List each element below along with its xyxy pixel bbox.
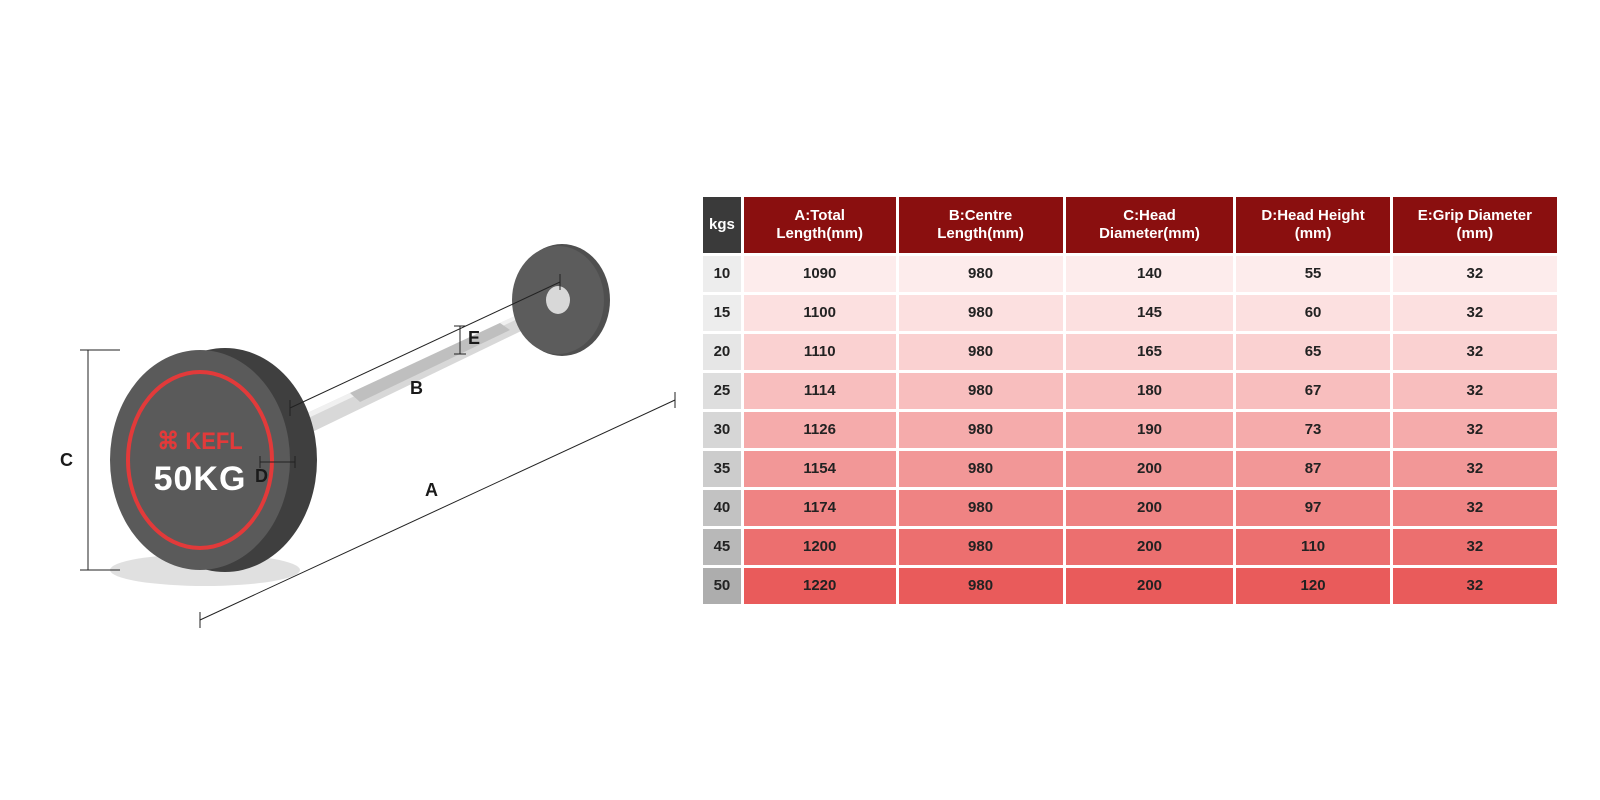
table-cell: 32 bbox=[1393, 412, 1557, 448]
table-cell: 180 bbox=[1066, 373, 1234, 409]
table-header-cell: E:Grip Diameter (mm) bbox=[1393, 197, 1557, 253]
dim-label-d: D bbox=[255, 466, 268, 487]
table-cell: 980 bbox=[899, 256, 1063, 292]
table-cell: 1126 bbox=[744, 412, 896, 448]
table-cell: 40 bbox=[703, 490, 741, 526]
table-cell: 15 bbox=[703, 295, 741, 331]
dim-label-b: B bbox=[410, 378, 423, 399]
table-cell: 73 bbox=[1236, 412, 1389, 448]
table-cell: 32 bbox=[1393, 334, 1557, 370]
table-cell: 980 bbox=[899, 568, 1063, 604]
table-header-cell: B:Centre Length(mm) bbox=[899, 197, 1063, 253]
table-cell: 200 bbox=[1066, 490, 1234, 526]
table-cell: 25 bbox=[703, 373, 741, 409]
table-cell: 980 bbox=[899, 373, 1063, 409]
table-cell: 145 bbox=[1066, 295, 1234, 331]
table-cell: 32 bbox=[1393, 529, 1557, 565]
dim-label-a: A bbox=[425, 480, 438, 501]
table-cell: 97 bbox=[1236, 490, 1389, 526]
dim-label-e: E bbox=[468, 328, 480, 349]
table-cell: 1114 bbox=[744, 373, 896, 409]
table-header-cell: D:Head Height (mm) bbox=[1236, 197, 1389, 253]
table-cell: 200 bbox=[1066, 568, 1234, 604]
svg-text:50KG: 50KG bbox=[154, 460, 247, 498]
table-cell: 32 bbox=[1393, 295, 1557, 331]
dim-label-c: C bbox=[60, 450, 73, 471]
table-cell: 30 bbox=[703, 412, 741, 448]
table-cell: 1154 bbox=[744, 451, 896, 487]
table-cell: 35 bbox=[703, 451, 741, 487]
table-cell: 67 bbox=[1236, 373, 1389, 409]
table-cell: 60 bbox=[1236, 295, 1389, 331]
table-cell: 55 bbox=[1236, 256, 1389, 292]
table-cell: 140 bbox=[1066, 256, 1234, 292]
table-header-cell: kgs bbox=[703, 197, 741, 253]
barbell-svg: ⌘ KEFL 50KG bbox=[30, 150, 690, 650]
table-header-cell: A:Total Length(mm) bbox=[744, 197, 896, 253]
table-cell: 200 bbox=[1066, 451, 1234, 487]
table-cell: 45 bbox=[703, 529, 741, 565]
table-cell: 32 bbox=[1393, 373, 1557, 409]
table-header-cell: C:Head Diameter(mm) bbox=[1066, 197, 1234, 253]
table-cell: 32 bbox=[1393, 451, 1557, 487]
svg-text:⌘ KEFL: ⌘ KEFL bbox=[157, 427, 242, 454]
table-cell: 200 bbox=[1066, 529, 1234, 565]
table-row: 45120098020011032 bbox=[703, 529, 1557, 565]
table-header-row: kgsA:Total Length(mm)B:Centre Length(mm)… bbox=[703, 197, 1557, 253]
table-cell: 1174 bbox=[744, 490, 896, 526]
table-cell: 1090 bbox=[744, 256, 896, 292]
table-cell: 120 bbox=[1236, 568, 1389, 604]
table-cell: 50 bbox=[703, 568, 741, 604]
barbell-diagram: ⌘ KEFL 50KG A B C D bbox=[30, 150, 690, 650]
table-cell: 1100 bbox=[744, 295, 896, 331]
table-cell: 980 bbox=[899, 529, 1063, 565]
table-cell: 20 bbox=[703, 334, 741, 370]
table-cell: 980 bbox=[899, 412, 1063, 448]
table-cell: 1220 bbox=[744, 568, 896, 604]
table-row: 50122098020012032 bbox=[703, 568, 1557, 604]
table-cell: 87 bbox=[1236, 451, 1389, 487]
table-row: 2511149801806732 bbox=[703, 373, 1557, 409]
table-row: 3511549802008732 bbox=[703, 451, 1557, 487]
table-row: 4011749802009732 bbox=[703, 490, 1557, 526]
table-cell: 65 bbox=[1236, 334, 1389, 370]
spec-table: kgsA:Total Length(mm)B:Centre Length(mm)… bbox=[700, 194, 1560, 607]
table-cell: 32 bbox=[1393, 256, 1557, 292]
table-cell: 980 bbox=[899, 490, 1063, 526]
table-row: 3011269801907332 bbox=[703, 412, 1557, 448]
table-cell: 980 bbox=[899, 295, 1063, 331]
table-cell: 190 bbox=[1066, 412, 1234, 448]
table-cell: 110 bbox=[1236, 529, 1389, 565]
table-row: 1010909801405532 bbox=[703, 256, 1557, 292]
table-cell: 10 bbox=[703, 256, 741, 292]
table-cell: 32 bbox=[1393, 490, 1557, 526]
table-cell: 1110 bbox=[744, 334, 896, 370]
table-cell: 32 bbox=[1393, 568, 1557, 604]
table-cell: 980 bbox=[899, 334, 1063, 370]
table-cell: 980 bbox=[899, 451, 1063, 487]
table-cell: 1200 bbox=[744, 529, 896, 565]
table-row: 1511009801456032 bbox=[703, 295, 1557, 331]
table-cell: 165 bbox=[1066, 334, 1234, 370]
table-row: 2011109801656532 bbox=[703, 334, 1557, 370]
spec-table-panel: kgsA:Total Length(mm)B:Centre Length(mm)… bbox=[690, 194, 1560, 607]
